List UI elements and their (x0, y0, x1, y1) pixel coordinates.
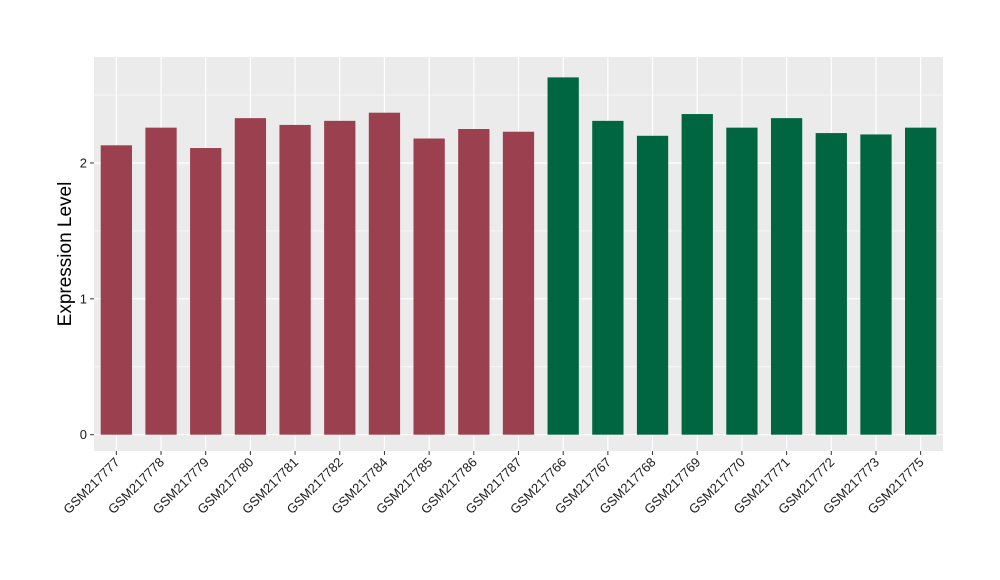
bar-GSM217766 (547, 77, 579, 435)
bar-GSM217780 (234, 118, 267, 435)
y-axis: 0 1 2 (80, 155, 94, 442)
bar-GSM217772 (815, 133, 847, 435)
bar-GSM217779 (190, 148, 222, 435)
bar-GSM217778 (145, 127, 177, 435)
bar-GSM217785 (413, 138, 445, 435)
y-axis-title: Expression Level (55, 182, 76, 327)
bar-GSM217786 (458, 129, 490, 435)
bar-GSM217768 (636, 135, 669, 435)
bar-GSM217773 (860, 134, 892, 435)
bar-GSM217784 (368, 112, 401, 435)
x-axis: GSM217777GSM217778GSM217779GSM217780GSM2… (60, 451, 927, 517)
bar-GSM217770 (726, 127, 758, 435)
bars (100, 77, 937, 435)
bar-GSM217771 (770, 118, 803, 435)
y-tick-label: 0 (80, 427, 87, 442)
bar-GSM217782 (324, 120, 356, 435)
bar-GSM217767 (592, 120, 624, 435)
bar-GSM217777 (100, 145, 132, 435)
bar-GSM217781 (279, 124, 311, 435)
y-tick-label: 2 (80, 155, 87, 170)
bar-GSM217775 (905, 127, 937, 435)
y-tick-label: 1 (80, 291, 87, 306)
bar-GSM217769 (681, 114, 713, 435)
bar-GSM217787 (502, 131, 535, 435)
